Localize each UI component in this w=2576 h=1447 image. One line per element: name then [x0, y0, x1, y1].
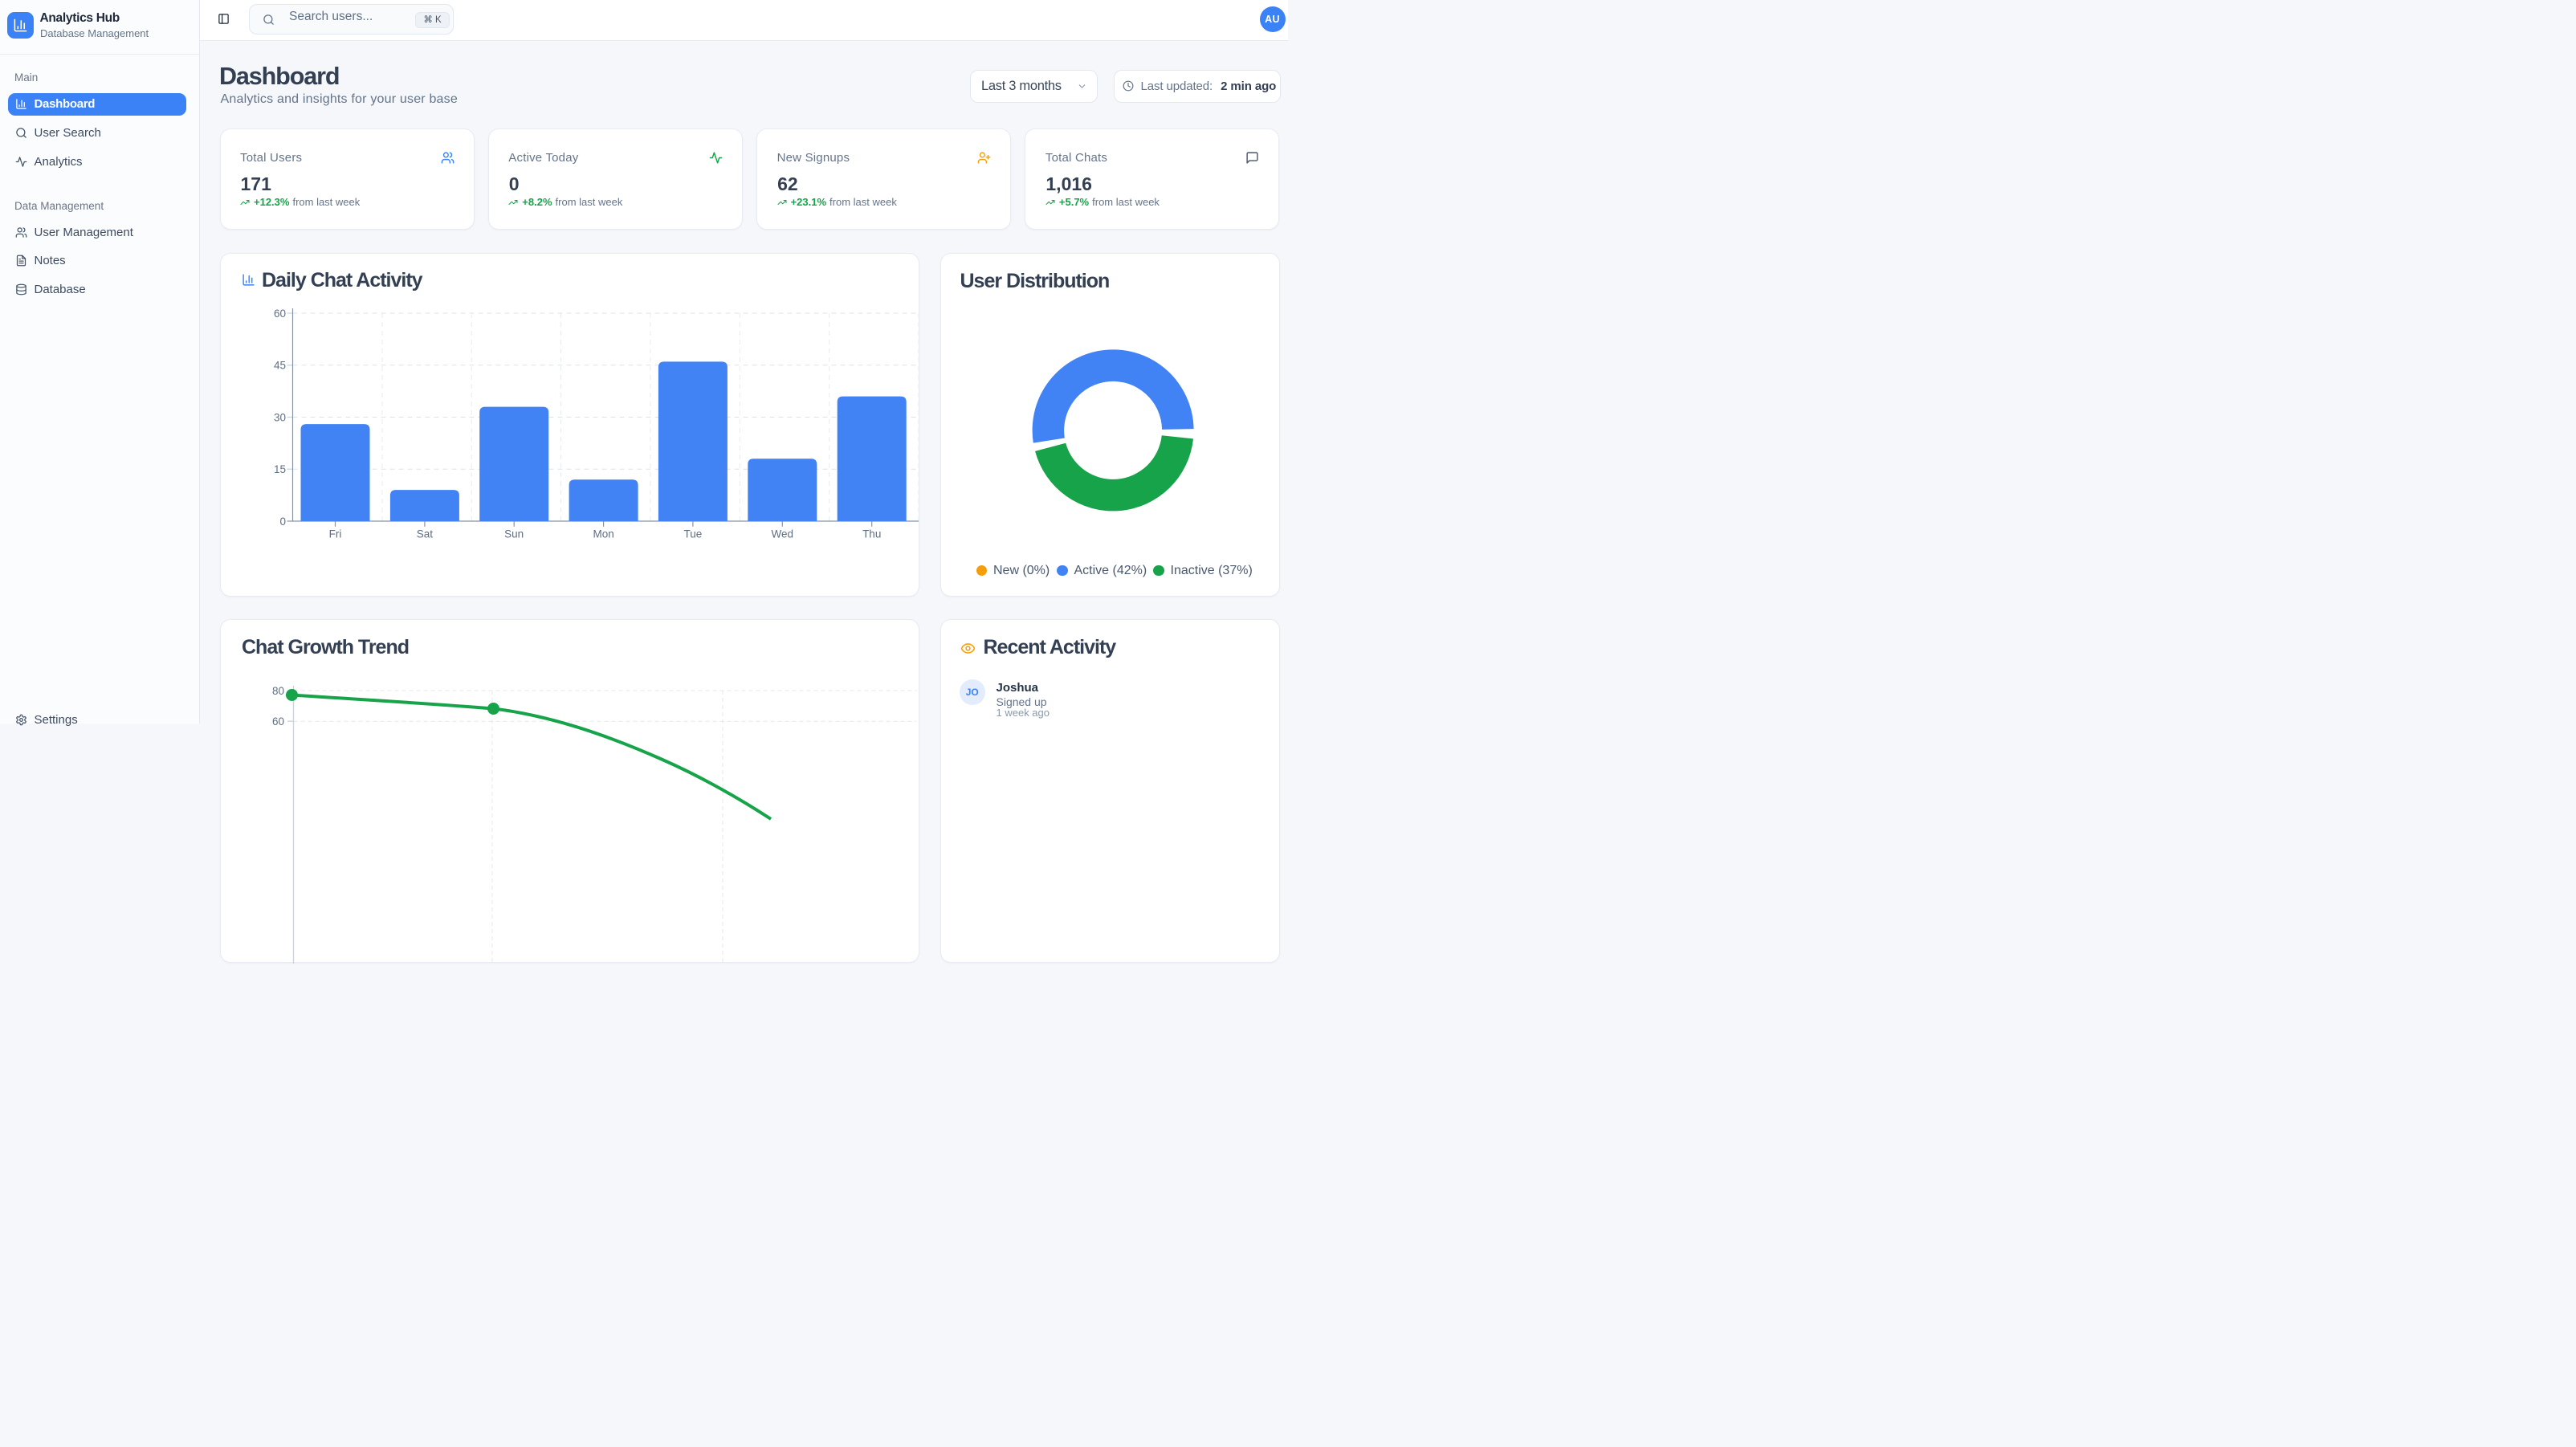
svg-text:60: 60: [273, 307, 285, 319]
svg-text:Sat: Sat: [416, 528, 433, 540]
svg-text:60: 60: [271, 715, 283, 728]
svg-text:Fri: Fri: [328, 528, 341, 540]
svg-text:45: 45: [273, 359, 285, 371]
svg-text:Thu: Thu: [862, 528, 881, 540]
svg-text:Sun: Sun: [504, 528, 524, 540]
svg-text:Mon: Mon: [593, 528, 613, 540]
svg-text:15: 15: [273, 463, 285, 475]
svg-text:80: 80: [271, 685, 283, 697]
svg-text:30: 30: [273, 411, 285, 423]
svg-text:0: 0: [279, 515, 286, 527]
svg-text:Wed: Wed: [771, 528, 793, 540]
svg-text:Tue: Tue: [683, 528, 702, 540]
